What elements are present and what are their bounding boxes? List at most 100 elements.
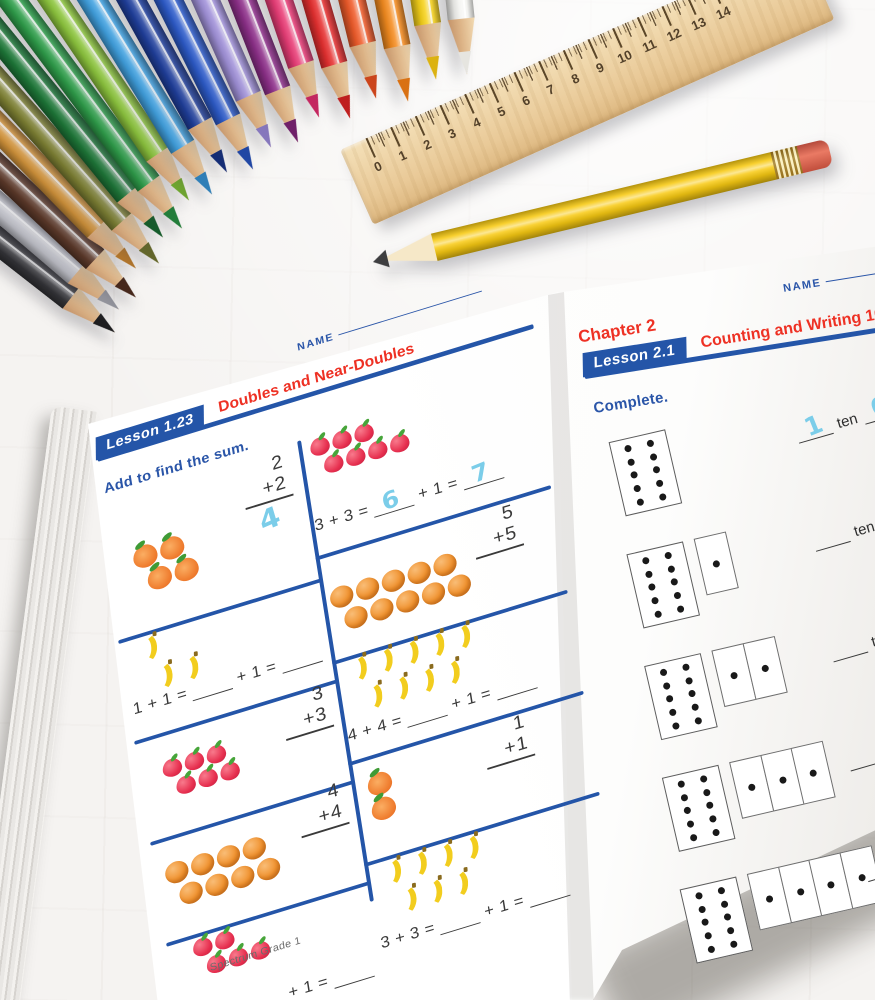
dot (796, 887, 805, 896)
dot (668, 708, 677, 717)
dot (636, 497, 645, 507)
fruit-banana (444, 867, 469, 902)
ruler-number: 10 (614, 46, 635, 67)
fruit-banana (418, 875, 444, 910)
fruit-banana (435, 656, 461, 691)
pencil-wood-tip (384, 44, 421, 104)
fruit-banana (410, 664, 435, 699)
page-stack-edge (0, 406, 98, 1000)
dot (778, 775, 787, 784)
fruit-cluster (328, 548, 473, 635)
equation-text: 3 + 3 = (379, 917, 436, 952)
answer-blank (494, 668, 538, 701)
fruit-apple (344, 445, 367, 469)
pencil-lead (419, 55, 449, 82)
vertical-problem: 5 +5 (469, 499, 525, 560)
dot (691, 703, 700, 712)
fruit-cluster (161, 739, 241, 799)
ruler-number: 11 (639, 36, 659, 56)
dot (644, 570, 654, 579)
tens-answer: 1 ten 0 (794, 390, 875, 445)
dot (673, 591, 682, 600)
dot (646, 439, 655, 448)
ones-cells (693, 531, 739, 596)
dot (694, 891, 704, 901)
wooden-ruler: 0 1 2 3 4 5 6 7 8 9 10 11 12 13 14 (340, 0, 835, 225)
name-line (826, 257, 875, 283)
pencil-lead (331, 93, 363, 123)
pencil-lead (357, 73, 389, 102)
fruit-banana (454, 831, 480, 866)
dot (717, 886, 726, 896)
vertical-problem: 1 +1 (480, 709, 536, 770)
dot (694, 716, 703, 725)
fruit-peach (146, 562, 174, 593)
fruit-banana (377, 855, 402, 890)
name-label: NAME (296, 331, 335, 354)
dot (729, 939, 738, 949)
ten-frame (661, 764, 736, 852)
dot (684, 676, 694, 685)
fruit-banana (392, 883, 418, 918)
counting-row (644, 636, 791, 741)
fruit-apple (388, 431, 411, 455)
instruction-text: Complete. (592, 388, 670, 417)
dot (671, 721, 681, 730)
fruit-row (370, 793, 398, 824)
dot (687, 689, 697, 699)
dot (857, 872, 867, 882)
handwritten-answer: 4 (255, 499, 286, 540)
dot (697, 905, 707, 914)
dot (626, 457, 636, 467)
dot (633, 484, 642, 493)
answer-blank (437, 903, 482, 935)
ones-cells (711, 636, 788, 708)
fruit-apple (219, 759, 241, 783)
ruler-number: 14 (713, 2, 733, 23)
dot (723, 913, 732, 922)
fruit-apple (161, 756, 184, 780)
fruit-orange (189, 850, 216, 879)
graphite-tip (370, 245, 391, 276)
ten-frame (626, 541, 701, 629)
fruit-orange (203, 870, 231, 899)
answer-blank (828, 634, 869, 663)
dot (676, 604, 685, 614)
ruler-number: 9 (593, 59, 607, 76)
handwritten-answer: 0 (866, 390, 875, 424)
dot (670, 578, 679, 587)
ten-label: ten (869, 629, 875, 652)
dot (809, 768, 818, 777)
name-field: NAME (782, 249, 875, 297)
counting-row (626, 531, 742, 629)
counting-row (661, 740, 840, 852)
fruit-peach (172, 554, 201, 585)
dot (652, 465, 661, 475)
dot (664, 551, 673, 561)
handwritten-answer: 7 (468, 455, 493, 489)
ten-frame (608, 429, 683, 517)
fruit-banana (342, 652, 368, 687)
answer-blank: 0 (860, 390, 875, 426)
dot (705, 801, 715, 810)
ruler-number: 5 (494, 103, 508, 120)
dot (655, 479, 664, 488)
dot (649, 452, 658, 462)
answer-blank (331, 957, 375, 989)
dot (726, 926, 735, 935)
counting-row (608, 429, 683, 517)
dot (689, 833, 698, 842)
dot (623, 444, 633, 454)
fruit-orange (420, 579, 447, 608)
fruit-orange (446, 571, 473, 600)
fruit-cluster (131, 530, 201, 596)
ruler-number: 0 (371, 158, 385, 175)
equation-text: + 1 = (235, 656, 278, 687)
pencil-lead (391, 76, 422, 104)
ones-cells (746, 845, 875, 931)
fruit-apple (191, 935, 214, 959)
fruit-orange (342, 603, 370, 632)
dot (686, 819, 695, 829)
equation-text: + 1 = (287, 971, 330, 1000)
dot (712, 559, 721, 568)
